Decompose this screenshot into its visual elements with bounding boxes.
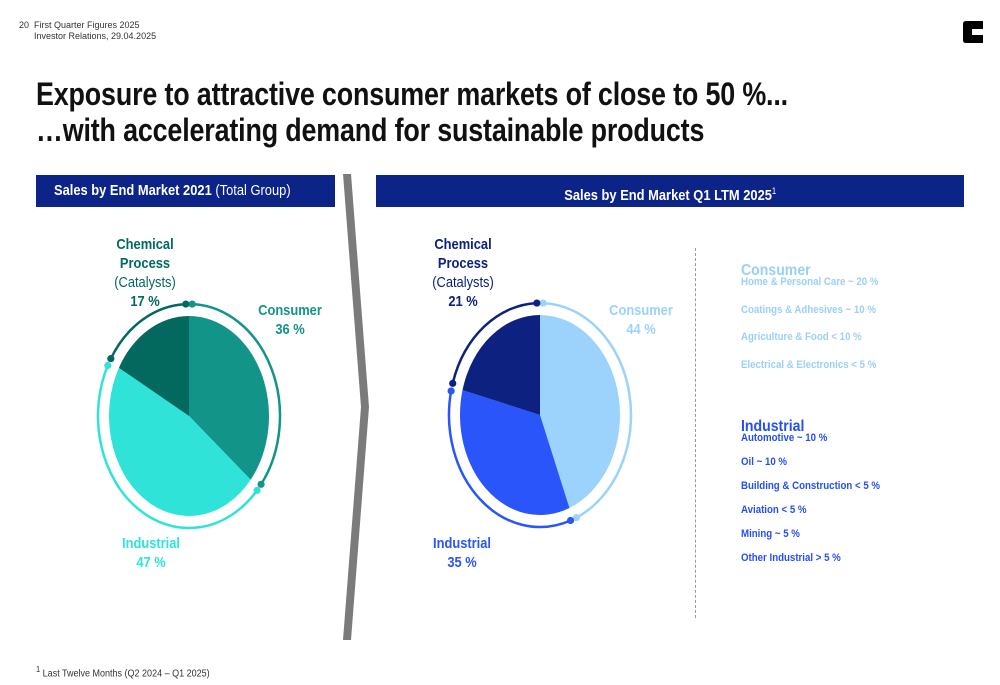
dashed-divider — [695, 248, 696, 618]
slice-label-line: Industrial — [433, 534, 491, 551]
legend-industrial: Industrial Automotive ~ 10 % Oil ~ 10 % Bu… — [741, 418, 880, 564]
arc-start-dot — [539, 299, 547, 307]
slice-label-line: Process — [120, 254, 170, 271]
left-heading-regular: (Total Group) — [211, 182, 291, 199]
pie-slice-industrial — [460, 390, 570, 515]
slice-label-line: Consumer — [609, 301, 673, 318]
footnote-text: Last Twelve Months (Q2 2024 – Q1 2025) — [40, 668, 210, 680]
slice-label-consumer: Consumer 36 % — [258, 301, 322, 337]
arc-start-dot — [188, 300, 196, 308]
arc-end-dot — [257, 480, 265, 488]
legend-industrial-item: Mining ~ 5 % — [741, 528, 800, 540]
slice-label-line: 47 % — [136, 553, 166, 570]
slice-label-line: Chemical — [434, 235, 491, 252]
pie-chart-2025: Consumer 44 % Industrial 35 % Chemical Proces… — [432, 235, 673, 570]
legend-consumer-item: Electrical & Electronics < 5 % — [741, 359, 877, 372]
outer-arc-consumer — [543, 301, 633, 519]
pie-slice-industrial — [109, 367, 251, 516]
slice-label-line: (Catalysts) — [432, 273, 494, 290]
page-title: Exposure to attractive consumer markets … — [36, 76, 931, 148]
report-title: First Quarter Figures 2025 — [34, 20, 140, 30]
outer-arc-industrial — [447, 390, 572, 529]
slice-label-consumer: Consumer 44 % — [609, 301, 673, 337]
right-panel-header: Sales by End Market Q1 LTM 20251 — [376, 175, 964, 207]
legend-industrial-heading: Industrial — [741, 418, 805, 435]
legend-industrial-item: Automotive ~ 10 % — [741, 432, 828, 444]
legend-consumer-item: Coatings & Adhesives ~ 10 % — [741, 303, 876, 316]
slice-label-line: Industrial — [122, 534, 180, 551]
arc-start-dot — [449, 379, 457, 387]
legend-consumer-heading: Consumer — [741, 262, 811, 279]
slice-label-line: 44 % — [626, 320, 656, 337]
arc-start-dot — [107, 355, 115, 363]
slice-label-industrial: Industrial 35 % — [433, 534, 491, 570]
report-subtitle: Investor Relations, 29.04.2025 — [34, 31, 157, 41]
left-panel-header: Sales by End Market 2021 (Total Group) — [36, 175, 335, 207]
slice-label-chemical-process: Chemical Process (Catalysts) 21 % — [432, 235, 494, 309]
slice-label-industrial: Industrial 47 % — [122, 534, 180, 570]
slice-label-line: Consumer — [258, 301, 322, 318]
legend-consumer-item: Agriculture & Food < 10 % — [741, 331, 862, 344]
outer-arc-consumer — [192, 302, 282, 485]
arc-start-dot — [566, 516, 575, 525]
legend-industrial-item: Aviation < 5 % — [741, 504, 807, 516]
legend-consumer-item: Home & Personal Care ~ 20 % — [741, 276, 879, 288]
legend-consumer: Consumer Home & Personal Care ~ 20 % Coat… — [741, 262, 878, 371]
slice-label-line: (Catalysts) — [114, 273, 176, 290]
page-number: 20 — [19, 20, 30, 30]
arc-end-dot — [572, 514, 581, 522]
outer-arc-chemical-process — [109, 302, 186, 360]
pie-slice-chemical-process — [118, 316, 189, 416]
company-logo-icon — [963, 21, 983, 43]
header-meta: First Quarter Figures 2025 Investor Rela… — [34, 20, 156, 42]
footnote-mark: 1 — [36, 664, 41, 674]
right-heading-footnote-mark: 1 — [771, 186, 776, 196]
slice-label-line: 21 % — [448, 292, 478, 309]
slice-label-line: Chemical — [116, 235, 173, 252]
footnote: 1 Last Twelve Months (Q2 2024 – Q1 2025) — [36, 664, 229, 679]
pie-chart-2021: Consumer 36 % Industrial 47 % Chemical Proces… — [96, 235, 322, 570]
arc-end-dot — [182, 300, 190, 308]
chevron-separator-icon — [343, 174, 369, 640]
legend-industrial-item: Building & Construction < 5 % — [741, 480, 881, 492]
pie-slice-consumer — [540, 315, 620, 508]
slice-label-line: 17 % — [130, 292, 160, 309]
title-line-2: …with accelerating demand for sustainabl… — [36, 112, 705, 148]
slice-label-line: Process — [438, 254, 488, 271]
pie-slice-consumer — [189, 316, 269, 480]
slice-label-line: 36 % — [275, 320, 305, 337]
arc-start-dot — [253, 486, 261, 494]
left-heading-bold: Sales by End Market 2021 — [54, 182, 212, 199]
arc-end-dot — [533, 299, 541, 307]
right-heading-bold: Sales by End Market Q1 LTM 2025 — [564, 187, 772, 204]
arc-end-dot — [104, 361, 112, 370]
outer-arc-chemical-process — [451, 301, 537, 384]
legend-industrial-item: Oil ~ 10 % — [741, 456, 788, 468]
slice-label-chemical-process: Chemical Process (Catalysts) 17 % — [114, 235, 176, 309]
pie-slice-chemical-process — [462, 314, 540, 415]
arc-end-dot — [447, 387, 455, 395]
outer-arc-industrial — [96, 365, 259, 530]
slice-label-line: 35 % — [447, 553, 477, 570]
legend-industrial-item: Other Industrial > 5 % — [741, 552, 841, 564]
title-line-1: Exposure to attractive consumer markets … — [36, 76, 788, 112]
